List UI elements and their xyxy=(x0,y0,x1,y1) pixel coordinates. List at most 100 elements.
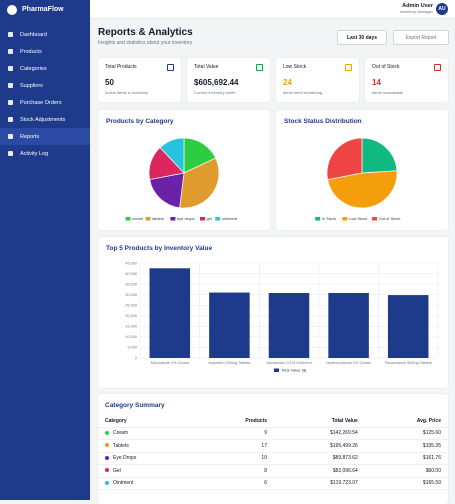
cell-text: $161.76 xyxy=(422,455,441,462)
cell-text: Cream xyxy=(113,430,129,437)
user-name: Admin User xyxy=(402,3,433,9)
nav-item[interactable]: Reports xyxy=(0,128,90,145)
chart: Products by Category cream tablets eye drop… xyxy=(106,118,238,221)
legend-swatch xyxy=(315,217,321,221)
nav-icon xyxy=(8,49,13,54)
nav-item[interactable]: Dashboard xyxy=(0,26,90,43)
pie-slice xyxy=(183,137,217,174)
nav-item[interactable]: Categories xyxy=(0,60,90,77)
table-row: Eye Drops 10 $89,873.62 $161.76 xyxy=(98,452,448,465)
stat-label: Total Products xyxy=(105,64,137,70)
nav-label: Suppliers xyxy=(20,82,43,89)
legend-swatch xyxy=(372,217,377,221)
legend-swatch xyxy=(215,217,221,221)
x-tick-label: Paracetamol 500mg Tablets xyxy=(385,361,432,365)
stat-icon xyxy=(167,64,174,71)
stat-icon xyxy=(345,64,352,71)
table-cell: 6 xyxy=(196,477,274,490)
x-tick-label: Miconazole 2% Cream xyxy=(151,361,189,365)
stat-value: 14 xyxy=(372,78,381,87)
column-header: Category xyxy=(98,415,197,428)
avatar[interactable]: AU xyxy=(436,3,448,15)
bar xyxy=(209,292,250,358)
table-cell: $89,873.62 xyxy=(273,452,365,465)
legend-swatch xyxy=(274,368,279,372)
cell-text: 17 xyxy=(261,442,267,449)
table-row: Tablets 17 $195,499.26 $105.35 xyxy=(98,439,448,453)
legend-label: ointment xyxy=(222,216,238,221)
cell-text: $89,873.62 xyxy=(332,455,358,462)
nav-label: Purchase Orders xyxy=(20,99,62,106)
table-cell: Ointment xyxy=(98,477,197,490)
legend-label: Out of Stock xyxy=(379,216,401,221)
table-cell: 9 xyxy=(196,427,274,440)
table-row: Gel 8 $82,096.64 $60.00 xyxy=(98,464,448,478)
table-cell: $82,096.64 xyxy=(273,464,365,478)
legend-swatch xyxy=(200,217,205,221)
table-cell: Tablets xyxy=(98,439,197,453)
nav: Dashboard Products Categories Suppliers Purc… xyxy=(0,26,90,162)
nav-label: Reports xyxy=(20,133,40,140)
stat-note: Items need reordering xyxy=(283,90,323,95)
stat-label: Out of Stock xyxy=(372,64,400,70)
table-cell: 17 xyxy=(196,439,274,453)
stat-note: Current inventory worth xyxy=(194,90,236,95)
export-button[interactable]: Export Report xyxy=(393,30,449,45)
stat-card: Low Stock 24 Items need reordering xyxy=(276,58,359,102)
y-tick-label: 15,000 xyxy=(125,325,137,329)
x-tick-label: Hydrocortisone 1% Cream xyxy=(326,361,371,365)
nav-icon xyxy=(8,134,13,139)
table-row: Cream 9 $142,269.54 $125.60 xyxy=(98,427,448,440)
table-row: Ointment 6 $119,723.07 $165.59 xyxy=(98,477,448,490)
legend-label: gel xyxy=(207,216,212,221)
bar xyxy=(328,292,369,358)
cell-text: $82,096.64 xyxy=(332,467,358,474)
table-cell: Eye Drops xyxy=(98,452,197,465)
cell-text: $125.60 xyxy=(422,430,441,437)
pie-slice xyxy=(159,137,185,174)
pie-slice xyxy=(327,170,398,209)
cell-text: $60.00 xyxy=(425,467,441,474)
table-title: Category Summary xyxy=(105,402,165,409)
category-dot xyxy=(105,455,109,460)
nav-item[interactable]: Products xyxy=(0,43,90,60)
chart-title: Top 5 Products by Inventory Value xyxy=(106,245,212,252)
range-button[interactable]: Last 30 days xyxy=(337,30,387,45)
nav-label: Activity Log xyxy=(20,150,49,157)
nav-item[interactable]: Suppliers xyxy=(0,77,90,94)
stat-note: Active items in inventory xyxy=(105,90,149,95)
cell-text: $142,269.54 xyxy=(330,430,358,437)
cell-text: 8 xyxy=(264,467,267,474)
legend-label: cream xyxy=(132,216,144,221)
table-cell: Cream xyxy=(98,427,197,440)
table-cell: 10 xyxy=(196,452,274,465)
cell-text: 9 xyxy=(264,430,267,437)
table-cell: $119,723.07 xyxy=(273,477,365,490)
top-bar: Admin User Inventory Manager AU xyxy=(90,0,455,19)
stat-card: Out of Stock 14 Items unavailable xyxy=(365,58,448,102)
y-tick-label: 25,000 xyxy=(125,304,137,308)
nav-item[interactable]: Stock Adjustments xyxy=(0,111,90,128)
nav-item[interactable]: Purchase Orders xyxy=(0,94,90,111)
stat-value: 24 xyxy=(283,78,292,87)
y-tick-label: 10,000 xyxy=(125,335,137,339)
y-tick-label: 0 xyxy=(135,356,137,360)
cell-text: Eye Drops xyxy=(113,455,137,462)
legend-label: Total Value ($) xyxy=(281,368,307,373)
user-role: Inventory Manager xyxy=(399,9,433,14)
stat-icon xyxy=(434,64,441,71)
y-tick-label: 40,000 xyxy=(125,272,137,276)
nav-label: Dashboard xyxy=(20,31,47,38)
page-subtitle: Insights and statistics about your inven… xyxy=(98,40,193,46)
pie-slice xyxy=(179,157,220,209)
stat-card: Total Products 50 Active items in inventor… xyxy=(98,58,181,102)
nav-icon xyxy=(8,117,13,122)
pie-card: Stock Status Distribution In Stock Low Sto… xyxy=(276,110,448,230)
nav-item[interactable]: Activity Log xyxy=(0,145,90,162)
page-title: Reports & Analytics xyxy=(98,27,193,38)
stat-icon xyxy=(256,64,263,71)
column-header: Products xyxy=(196,415,274,428)
sidebar: PharmaFlow Dashboard Products Categories Su… xyxy=(0,0,90,500)
logo xyxy=(7,5,17,15)
